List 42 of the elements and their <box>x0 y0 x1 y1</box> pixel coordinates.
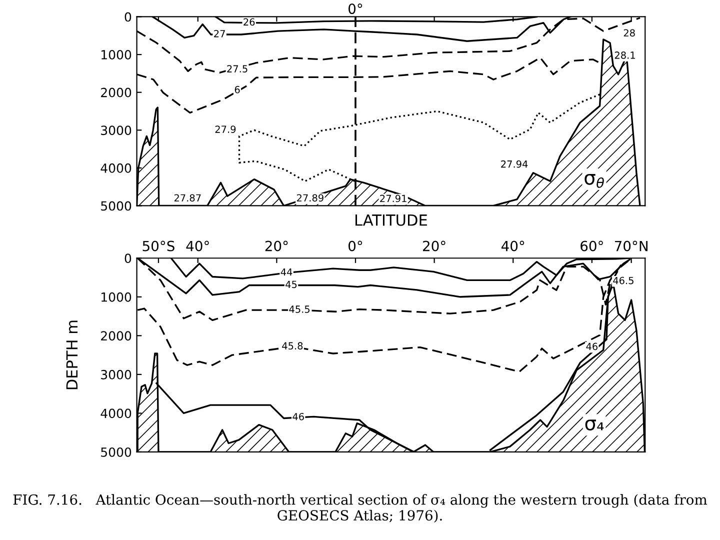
x-tick-label: 20° <box>423 240 446 252</box>
annotation: σ$_{θ}$ <box>584 174 604 188</box>
y-tick-label: 1000 <box>102 292 132 302</box>
y-tick-label: 3000 <box>101 126 132 136</box>
x-tick-label: 20° <box>265 240 288 252</box>
annotation: 28.1 <box>614 52 635 59</box>
y-tick-label: 1000 <box>102 50 132 60</box>
annotation: 0° <box>348 4 362 14</box>
annotation: 27.87 <box>174 194 201 202</box>
x-tick-label: 70°N <box>614 240 648 252</box>
annotation: 28 <box>624 29 635 37</box>
caption: FIG. 7.16. Atlantic Ocean—south-north vertical section of σ₄ along the western trough (data from GEOSECS Atlas; 1976). <box>13 494 708 523</box>
annotation: 44 <box>280 268 292 276</box>
x-tick-label: 50°S <box>142 240 174 252</box>
annotation: 27.89 <box>296 194 324 202</box>
y-tick-label: 0 <box>124 12 132 22</box>
y-axis-title: DEPTH m <box>66 320 78 390</box>
x-tick-label: 0° <box>348 240 362 252</box>
y-tick-label: 2000 <box>101 331 132 341</box>
annotation: 26 <box>244 18 255 26</box>
annotation: σ₄ <box>585 420 604 430</box>
y-tick-label: 5000 <box>101 201 132 211</box>
annotation: 46 <box>586 342 598 350</box>
x-tick-label: 40° <box>186 240 209 252</box>
annotation: 27.9 <box>215 126 236 133</box>
y-tick-label: 4000 <box>100 163 132 173</box>
y-tick-label: 0 <box>124 254 132 264</box>
annotation: 27 <box>214 30 225 38</box>
annotation: 27.94 <box>501 160 528 168</box>
y-tick-label: 2000 <box>101 88 132 98</box>
annotation: 46.5 <box>613 276 634 284</box>
y-tick-label: 5000 <box>101 447 132 457</box>
annotation: 27.5 <box>227 65 248 72</box>
annotation: 6 <box>234 86 240 94</box>
x-tick-label: 40° <box>501 240 524 252</box>
y-tick-label: 4000 <box>100 408 132 418</box>
annotation: 45 <box>286 280 297 288</box>
annotation: 46 <box>292 412 304 420</box>
annotation: 27.91 <box>380 194 406 202</box>
x-axis-title: LATITUDE <box>356 214 427 226</box>
x-tick-label: 60° <box>580 240 603 252</box>
y-tick-label: 3000 <box>101 370 132 380</box>
